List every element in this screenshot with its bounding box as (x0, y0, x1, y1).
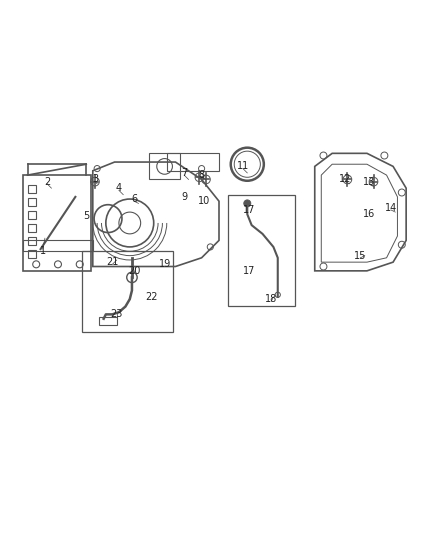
Bar (28, 250, 36, 258)
Text: 3: 3 (92, 174, 98, 184)
Bar (28, 184, 36, 192)
Text: 16: 16 (363, 209, 375, 219)
Text: 13: 13 (363, 176, 375, 187)
Bar (28, 211, 36, 219)
Text: 11: 11 (237, 161, 249, 172)
Bar (228, 195, 295, 305)
Text: 17: 17 (243, 205, 256, 215)
Text: 5: 5 (83, 212, 89, 221)
Text: 9: 9 (181, 192, 187, 202)
Bar (28, 237, 36, 245)
Bar (149, 154, 180, 180)
Text: 21: 21 (106, 257, 119, 267)
Text: 8: 8 (198, 170, 205, 180)
Text: 17: 17 (243, 266, 256, 276)
Text: 1: 1 (40, 246, 46, 256)
Bar (28, 198, 36, 206)
Text: 7: 7 (181, 168, 187, 178)
Circle shape (244, 200, 251, 207)
Text: 6: 6 (131, 194, 137, 204)
Text: 19: 19 (159, 260, 171, 269)
Text: 14: 14 (385, 203, 397, 213)
Text: 4: 4 (116, 183, 122, 193)
Text: 12: 12 (339, 174, 351, 184)
Text: 2: 2 (44, 176, 50, 187)
Text: 23: 23 (110, 309, 123, 319)
Bar (82, 251, 173, 332)
Text: 22: 22 (145, 292, 158, 302)
Text: 18: 18 (265, 294, 277, 304)
Text: 20: 20 (128, 266, 140, 276)
Text: 15: 15 (354, 251, 367, 261)
Text: 10: 10 (198, 196, 210, 206)
Bar (28, 224, 36, 232)
